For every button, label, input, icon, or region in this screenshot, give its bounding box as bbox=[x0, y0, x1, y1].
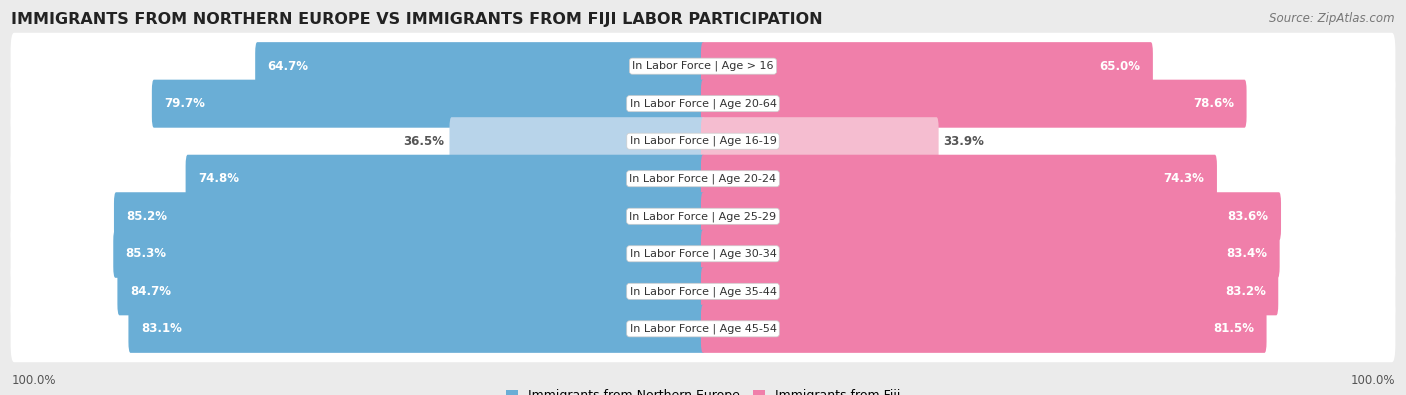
Text: 79.7%: 79.7% bbox=[165, 97, 205, 110]
FancyBboxPatch shape bbox=[702, 42, 1153, 90]
Text: Source: ZipAtlas.com: Source: ZipAtlas.com bbox=[1270, 12, 1395, 25]
FancyBboxPatch shape bbox=[117, 267, 704, 315]
FancyBboxPatch shape bbox=[11, 108, 1395, 175]
Text: 36.5%: 36.5% bbox=[404, 135, 444, 148]
FancyBboxPatch shape bbox=[11, 295, 1395, 362]
Text: IMMIGRANTS FROM NORTHERN EUROPE VS IMMIGRANTS FROM FIJI LABOR PARTICIPATION: IMMIGRANTS FROM NORTHERN EUROPE VS IMMIG… bbox=[11, 12, 823, 27]
Text: 81.5%: 81.5% bbox=[1213, 322, 1254, 335]
Text: In Labor Force | Age 30-34: In Labor Force | Age 30-34 bbox=[630, 248, 776, 259]
Text: 100.0%: 100.0% bbox=[1350, 374, 1395, 387]
FancyBboxPatch shape bbox=[702, 230, 1279, 278]
FancyBboxPatch shape bbox=[702, 267, 1278, 315]
Text: 65.0%: 65.0% bbox=[1099, 60, 1140, 73]
Text: In Labor Force | Age 25-29: In Labor Force | Age 25-29 bbox=[630, 211, 776, 222]
Text: In Labor Force | Age 20-64: In Labor Force | Age 20-64 bbox=[630, 98, 776, 109]
Text: 83.4%: 83.4% bbox=[1226, 247, 1267, 260]
FancyBboxPatch shape bbox=[450, 117, 704, 165]
FancyBboxPatch shape bbox=[186, 155, 704, 203]
Text: 74.8%: 74.8% bbox=[198, 172, 239, 185]
FancyBboxPatch shape bbox=[114, 192, 704, 240]
Text: 78.6%: 78.6% bbox=[1194, 97, 1234, 110]
FancyBboxPatch shape bbox=[128, 305, 704, 353]
FancyBboxPatch shape bbox=[11, 220, 1395, 287]
Text: 85.3%: 85.3% bbox=[125, 247, 167, 260]
Text: 100.0%: 100.0% bbox=[11, 374, 56, 387]
Text: 85.2%: 85.2% bbox=[127, 210, 167, 223]
FancyBboxPatch shape bbox=[11, 70, 1395, 137]
FancyBboxPatch shape bbox=[11, 145, 1395, 212]
FancyBboxPatch shape bbox=[11, 183, 1395, 250]
Text: In Labor Force | Age 45-54: In Labor Force | Age 45-54 bbox=[630, 324, 776, 334]
Text: In Labor Force | Age 20-24: In Labor Force | Age 20-24 bbox=[630, 173, 776, 184]
FancyBboxPatch shape bbox=[11, 33, 1395, 100]
Legend: Immigrants from Northern Europe, Immigrants from Fiji: Immigrants from Northern Europe, Immigra… bbox=[501, 384, 905, 395]
FancyBboxPatch shape bbox=[702, 80, 1247, 128]
Text: In Labor Force | Age 35-44: In Labor Force | Age 35-44 bbox=[630, 286, 776, 297]
FancyBboxPatch shape bbox=[702, 192, 1281, 240]
Text: 83.6%: 83.6% bbox=[1227, 210, 1268, 223]
FancyBboxPatch shape bbox=[152, 80, 704, 128]
FancyBboxPatch shape bbox=[11, 258, 1395, 325]
FancyBboxPatch shape bbox=[254, 42, 704, 90]
FancyBboxPatch shape bbox=[702, 155, 1218, 203]
FancyBboxPatch shape bbox=[702, 117, 939, 165]
Text: 64.7%: 64.7% bbox=[267, 60, 308, 73]
Text: 33.9%: 33.9% bbox=[943, 135, 984, 148]
FancyBboxPatch shape bbox=[114, 230, 704, 278]
FancyBboxPatch shape bbox=[702, 305, 1267, 353]
Text: 84.7%: 84.7% bbox=[129, 285, 170, 298]
Text: 74.3%: 74.3% bbox=[1164, 172, 1205, 185]
Text: 83.2%: 83.2% bbox=[1225, 285, 1265, 298]
Text: In Labor Force | Age > 16: In Labor Force | Age > 16 bbox=[633, 61, 773, 71]
Text: In Labor Force | Age 16-19: In Labor Force | Age 16-19 bbox=[630, 136, 776, 147]
Text: 83.1%: 83.1% bbox=[141, 322, 181, 335]
